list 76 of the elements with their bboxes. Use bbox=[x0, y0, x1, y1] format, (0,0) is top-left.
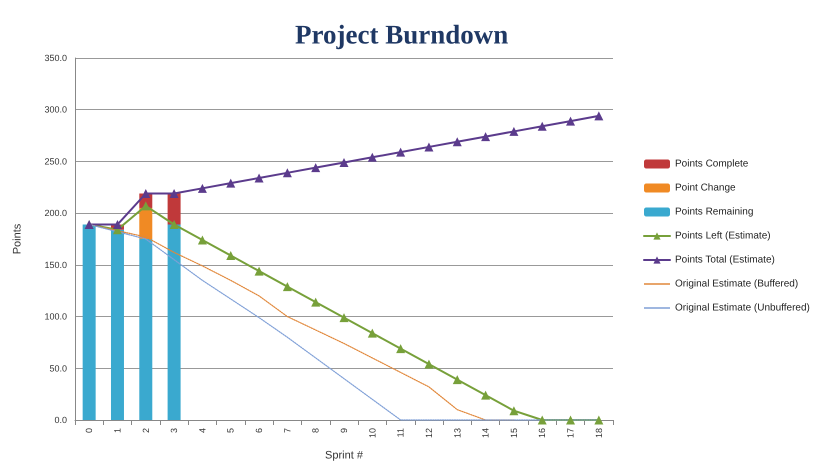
point bbox=[481, 132, 490, 142]
x-tick-label: 11 bbox=[396, 428, 406, 438]
point bbox=[538, 416, 547, 424]
x-tick-label: 12 bbox=[424, 428, 434, 438]
y-tick-label: 150.0 bbox=[44, 260, 67, 270]
legend-label: Points Remaining bbox=[675, 206, 754, 218]
y-tick-label: 0.0 bbox=[54, 415, 67, 425]
point bbox=[538, 122, 547, 131]
x-tick-label: 18 bbox=[594, 428, 604, 438]
x-tick-label: 14 bbox=[480, 428, 491, 438]
point bbox=[198, 236, 207, 245]
point bbox=[226, 178, 236, 188]
point bbox=[396, 344, 406, 354]
y-tick-label: 300.0 bbox=[44, 104, 67, 115]
x-tick-label: 15 bbox=[508, 428, 519, 438]
point bbox=[509, 126, 518, 136]
y-tick-label: 100.0 bbox=[44, 312, 67, 322]
point bbox=[340, 313, 348, 322]
point bbox=[112, 220, 122, 230]
point bbox=[368, 152, 377, 162]
y-tick-label: 200.0 bbox=[44, 208, 67, 218]
x-tick-label: 6 bbox=[254, 428, 264, 434]
x-tick-label: 10 bbox=[367, 428, 378, 438]
x-tick-label: 9 bbox=[339, 428, 349, 434]
point bbox=[170, 220, 179, 230]
legend-label: Points Total (Estimate) bbox=[675, 254, 775, 266]
point bbox=[424, 360, 434, 369]
chart-title: Project Burndown bbox=[295, 20, 508, 50]
point bbox=[368, 328, 377, 338]
point bbox=[198, 184, 207, 193]
x-tick-label: 8 bbox=[310, 428, 321, 434]
x-tick-label: 1 bbox=[112, 428, 122, 434]
y-axis-title: Points bbox=[12, 223, 24, 254]
legend-label: Original Estimate (Buffered) bbox=[675, 278, 798, 290]
point bbox=[141, 201, 150, 210]
point bbox=[452, 137, 462, 146]
x-tick-label: 0 bbox=[84, 428, 94, 434]
point bbox=[282, 282, 292, 292]
y-tick-label: 250.0 bbox=[44, 156, 67, 166]
x-tick-label: 13 bbox=[452, 428, 462, 438]
point bbox=[311, 298, 320, 307]
x-tick-label: 2 bbox=[140, 428, 151, 434]
legend-label: Points Left (Estimate) bbox=[675, 230, 771, 242]
point bbox=[594, 111, 604, 120]
y-tick-label: 350.0 bbox=[44, 53, 67, 63]
bar bbox=[168, 224, 181, 420]
point bbox=[340, 158, 348, 167]
x-tick-label: 7 bbox=[282, 428, 292, 434]
bar bbox=[139, 239, 152, 420]
y-tick-label: 50.0 bbox=[49, 363, 67, 374]
point bbox=[311, 163, 320, 172]
x-tick-label: 4 bbox=[197, 428, 208, 434]
point bbox=[170, 188, 179, 198]
point bbox=[594, 416, 604, 424]
point bbox=[566, 116, 576, 126]
legend-label: Original Estimate (Unbuffered) bbox=[675, 302, 810, 314]
point bbox=[282, 168, 292, 178]
x-tick-label: 5 bbox=[226, 428, 236, 434]
point bbox=[509, 406, 518, 416]
point bbox=[254, 266, 264, 276]
point bbox=[452, 375, 462, 384]
point bbox=[396, 148, 406, 157]
x-axis-title: Sprint # bbox=[325, 450, 364, 462]
point bbox=[254, 173, 264, 182]
legend-label: Point Change bbox=[675, 182, 736, 194]
legend-label: Points Complete bbox=[675, 158, 749, 170]
bar bbox=[110, 230, 124, 420]
x-tick-label: 3 bbox=[169, 428, 180, 434]
point bbox=[141, 188, 150, 198]
x-tick-label: 17 bbox=[566, 428, 576, 438]
x-tick-label: 16 bbox=[537, 428, 548, 438]
point bbox=[481, 390, 490, 400]
point bbox=[424, 142, 434, 152]
point bbox=[566, 416, 576, 424]
point bbox=[226, 251, 236, 260]
bar bbox=[82, 224, 96, 420]
